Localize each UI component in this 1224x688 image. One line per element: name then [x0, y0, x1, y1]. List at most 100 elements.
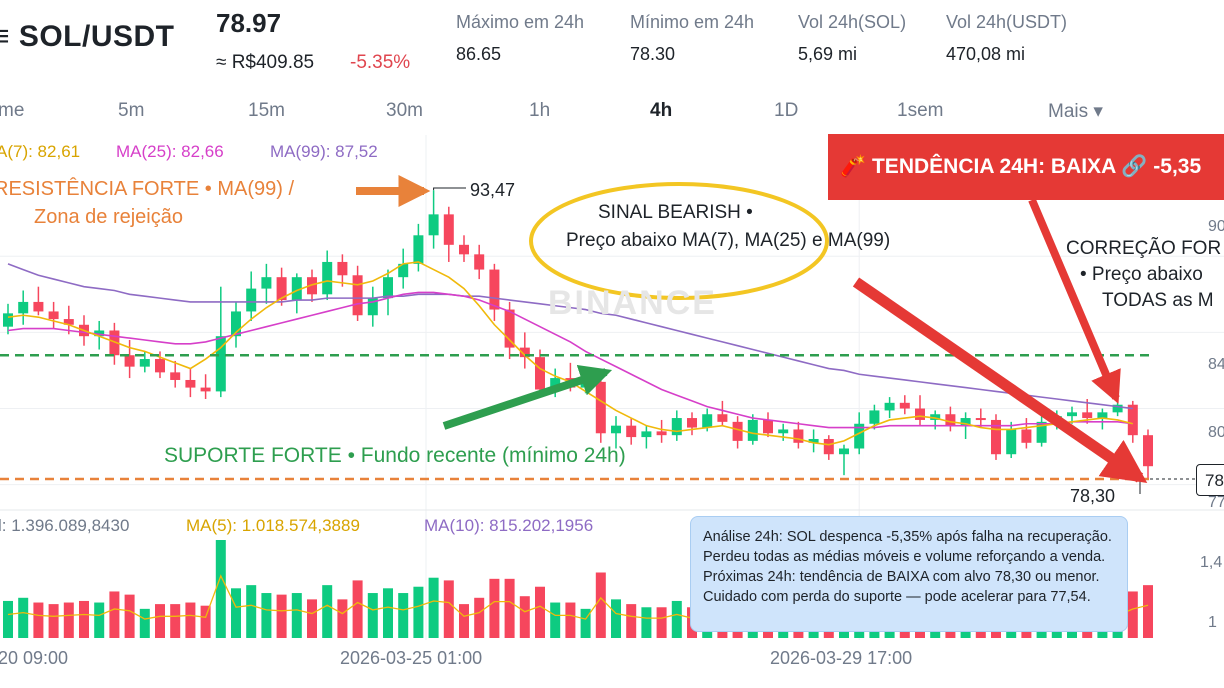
- candle-body: [945, 414, 956, 426]
- volume-bar: [459, 604, 469, 638]
- price-brl: ≈ R$409.85: [216, 52, 315, 73]
- volume-bar: [626, 604, 637, 638]
- price-tick: 77: [1208, 494, 1224, 511]
- stat-vol-usdt-value: 470,08 mi: [946, 44, 1026, 64]
- candle-body: [960, 418, 971, 426]
- bearish-label-1: SINAL BEARISH •: [598, 202, 753, 223]
- volume-bar: [94, 602, 105, 638]
- volume-bar: [79, 600, 89, 638]
- candle-body: [504, 309, 515, 348]
- volume-bar: [109, 591, 120, 638]
- volume-bar: [170, 604, 181, 638]
- pair-title[interactable]: ≡ SOL/USDT: [0, 20, 175, 53]
- volume-bar: [261, 593, 272, 638]
- tab-5m[interactable]: 5m: [118, 100, 145, 121]
- volume-bar: [124, 594, 135, 638]
- volume-bar: [291, 593, 302, 638]
- volume-bar: [656, 607, 667, 638]
- resistance-label-2: Zona de rejeição: [34, 206, 183, 228]
- candle-body: [778, 429, 789, 434]
- tab-1h[interactable]: 1h: [529, 100, 551, 121]
- candle-body: [975, 418, 986, 421]
- candle-body: [1021, 429, 1032, 443]
- stat-low-value: 78.30: [630, 44, 676, 64]
- volume-bar: [367, 593, 378, 638]
- volume-bar: [580, 608, 591, 638]
- stat-high-label: Máximo em 24h: [456, 12, 585, 32]
- volume-bar: [550, 602, 561, 638]
- candle-body: [18, 301, 29, 314]
- tab-more[interactable]: Mais ▾: [1048, 101, 1103, 122]
- tab-1d[interactable]: 1D: [774, 100, 799, 121]
- candle-body: [474, 254, 485, 270]
- volume-bar: [322, 585, 333, 638]
- stat-vol-usdt-label: Vol 24h(USDT): [946, 12, 1068, 32]
- binance-watermark: BINANCE: [548, 284, 717, 322]
- candle-body: [3, 313, 13, 327]
- candle-body: [337, 261, 348, 276]
- current-price-tag: 78: [1196, 464, 1224, 496]
- candle-body: [519, 347, 530, 358]
- correction-label-2: • Preço abaixo: [1080, 264, 1203, 285]
- x-tick: 2026-03-25 01:00: [340, 648, 483, 668]
- volume-bar: [504, 578, 515, 638]
- volume-bar: [3, 600, 13, 638]
- candle-body: [215, 336, 226, 392]
- candle-body: [489, 269, 500, 310]
- candle-body: [231, 311, 241, 337]
- candle-body: [1067, 412, 1077, 417]
- price-change: -5.35%: [350, 52, 411, 73]
- ma25-legend: MA(25): 82,66: [116, 142, 224, 161]
- volume-bar: [307, 599, 317, 638]
- volume-bar: [398, 593, 409, 638]
- candle-body: [884, 402, 895, 411]
- volume-bar: [33, 602, 44, 638]
- high-marker-bracket: [433, 187, 466, 191]
- volume-bar: [413, 586, 424, 638]
- vol-ma5-legend: MA(5): 1.018.574,3889: [186, 516, 360, 535]
- tab-1sem[interactable]: 1sem: [897, 100, 944, 121]
- correction-label-1: CORREÇÃO FOR: [1066, 238, 1222, 259]
- analysis-note: Análise 24h: SOL despenca -5,35% após fa…: [690, 516, 1128, 632]
- bearish-label-2: Preço abaixo MA(7), MA(25) e MA(99): [566, 230, 891, 251]
- candle-body: [459, 244, 469, 255]
- ma7-legend: A(7): 82,61: [0, 142, 81, 161]
- candle-body: [383, 277, 393, 299]
- banner-arrow: [1028, 198, 1121, 404]
- stat-vol-sol-label: Vol 24h(SOL): [798, 12, 907, 32]
- candle-body: [687, 418, 697, 428]
- volume-bar: [48, 604, 59, 638]
- candle-body: [155, 359, 165, 373]
- last-price: 78.97: [216, 8, 282, 38]
- tab-30m[interactable]: 30m: [386, 100, 423, 121]
- candle-body: [1127, 404, 1138, 436]
- candle-body: [322, 261, 333, 295]
- candle-body: [94, 330, 105, 337]
- volume-bar: [641, 607, 652, 638]
- tab-time[interactable]: me: [0, 100, 25, 121]
- candle-body: [595, 381, 606, 434]
- candle-body: [33, 301, 44, 312]
- volume-bar: [352, 580, 363, 638]
- candle-body: [185, 379, 196, 388]
- candle-body: [808, 438, 819, 443]
- stat-high-value: 86.65: [456, 44, 502, 64]
- volume-bar: [63, 602, 74, 638]
- volume-bar: [489, 578, 500, 638]
- volume-bar: [611, 599, 621, 638]
- volume-bar: [276, 594, 287, 638]
- tab-15m[interactable]: 15m: [248, 100, 285, 121]
- candle-body: [1097, 412, 1108, 419]
- tab-4h[interactable]: 4h: [650, 100, 673, 121]
- candle-body: [443, 214, 454, 245]
- volume-bar: [155, 604, 165, 638]
- candle-body: [109, 330, 120, 356]
- price-tick: 80: [1208, 424, 1224, 441]
- candle-body: [1143, 435, 1153, 467]
- volume-bar: [139, 608, 150, 638]
- candle-body: [899, 402, 910, 409]
- candle-body: [702, 414, 713, 428]
- candle-body: [839, 448, 849, 455]
- candle-body: [930, 414, 941, 420]
- volume-bar: [383, 588, 393, 638]
